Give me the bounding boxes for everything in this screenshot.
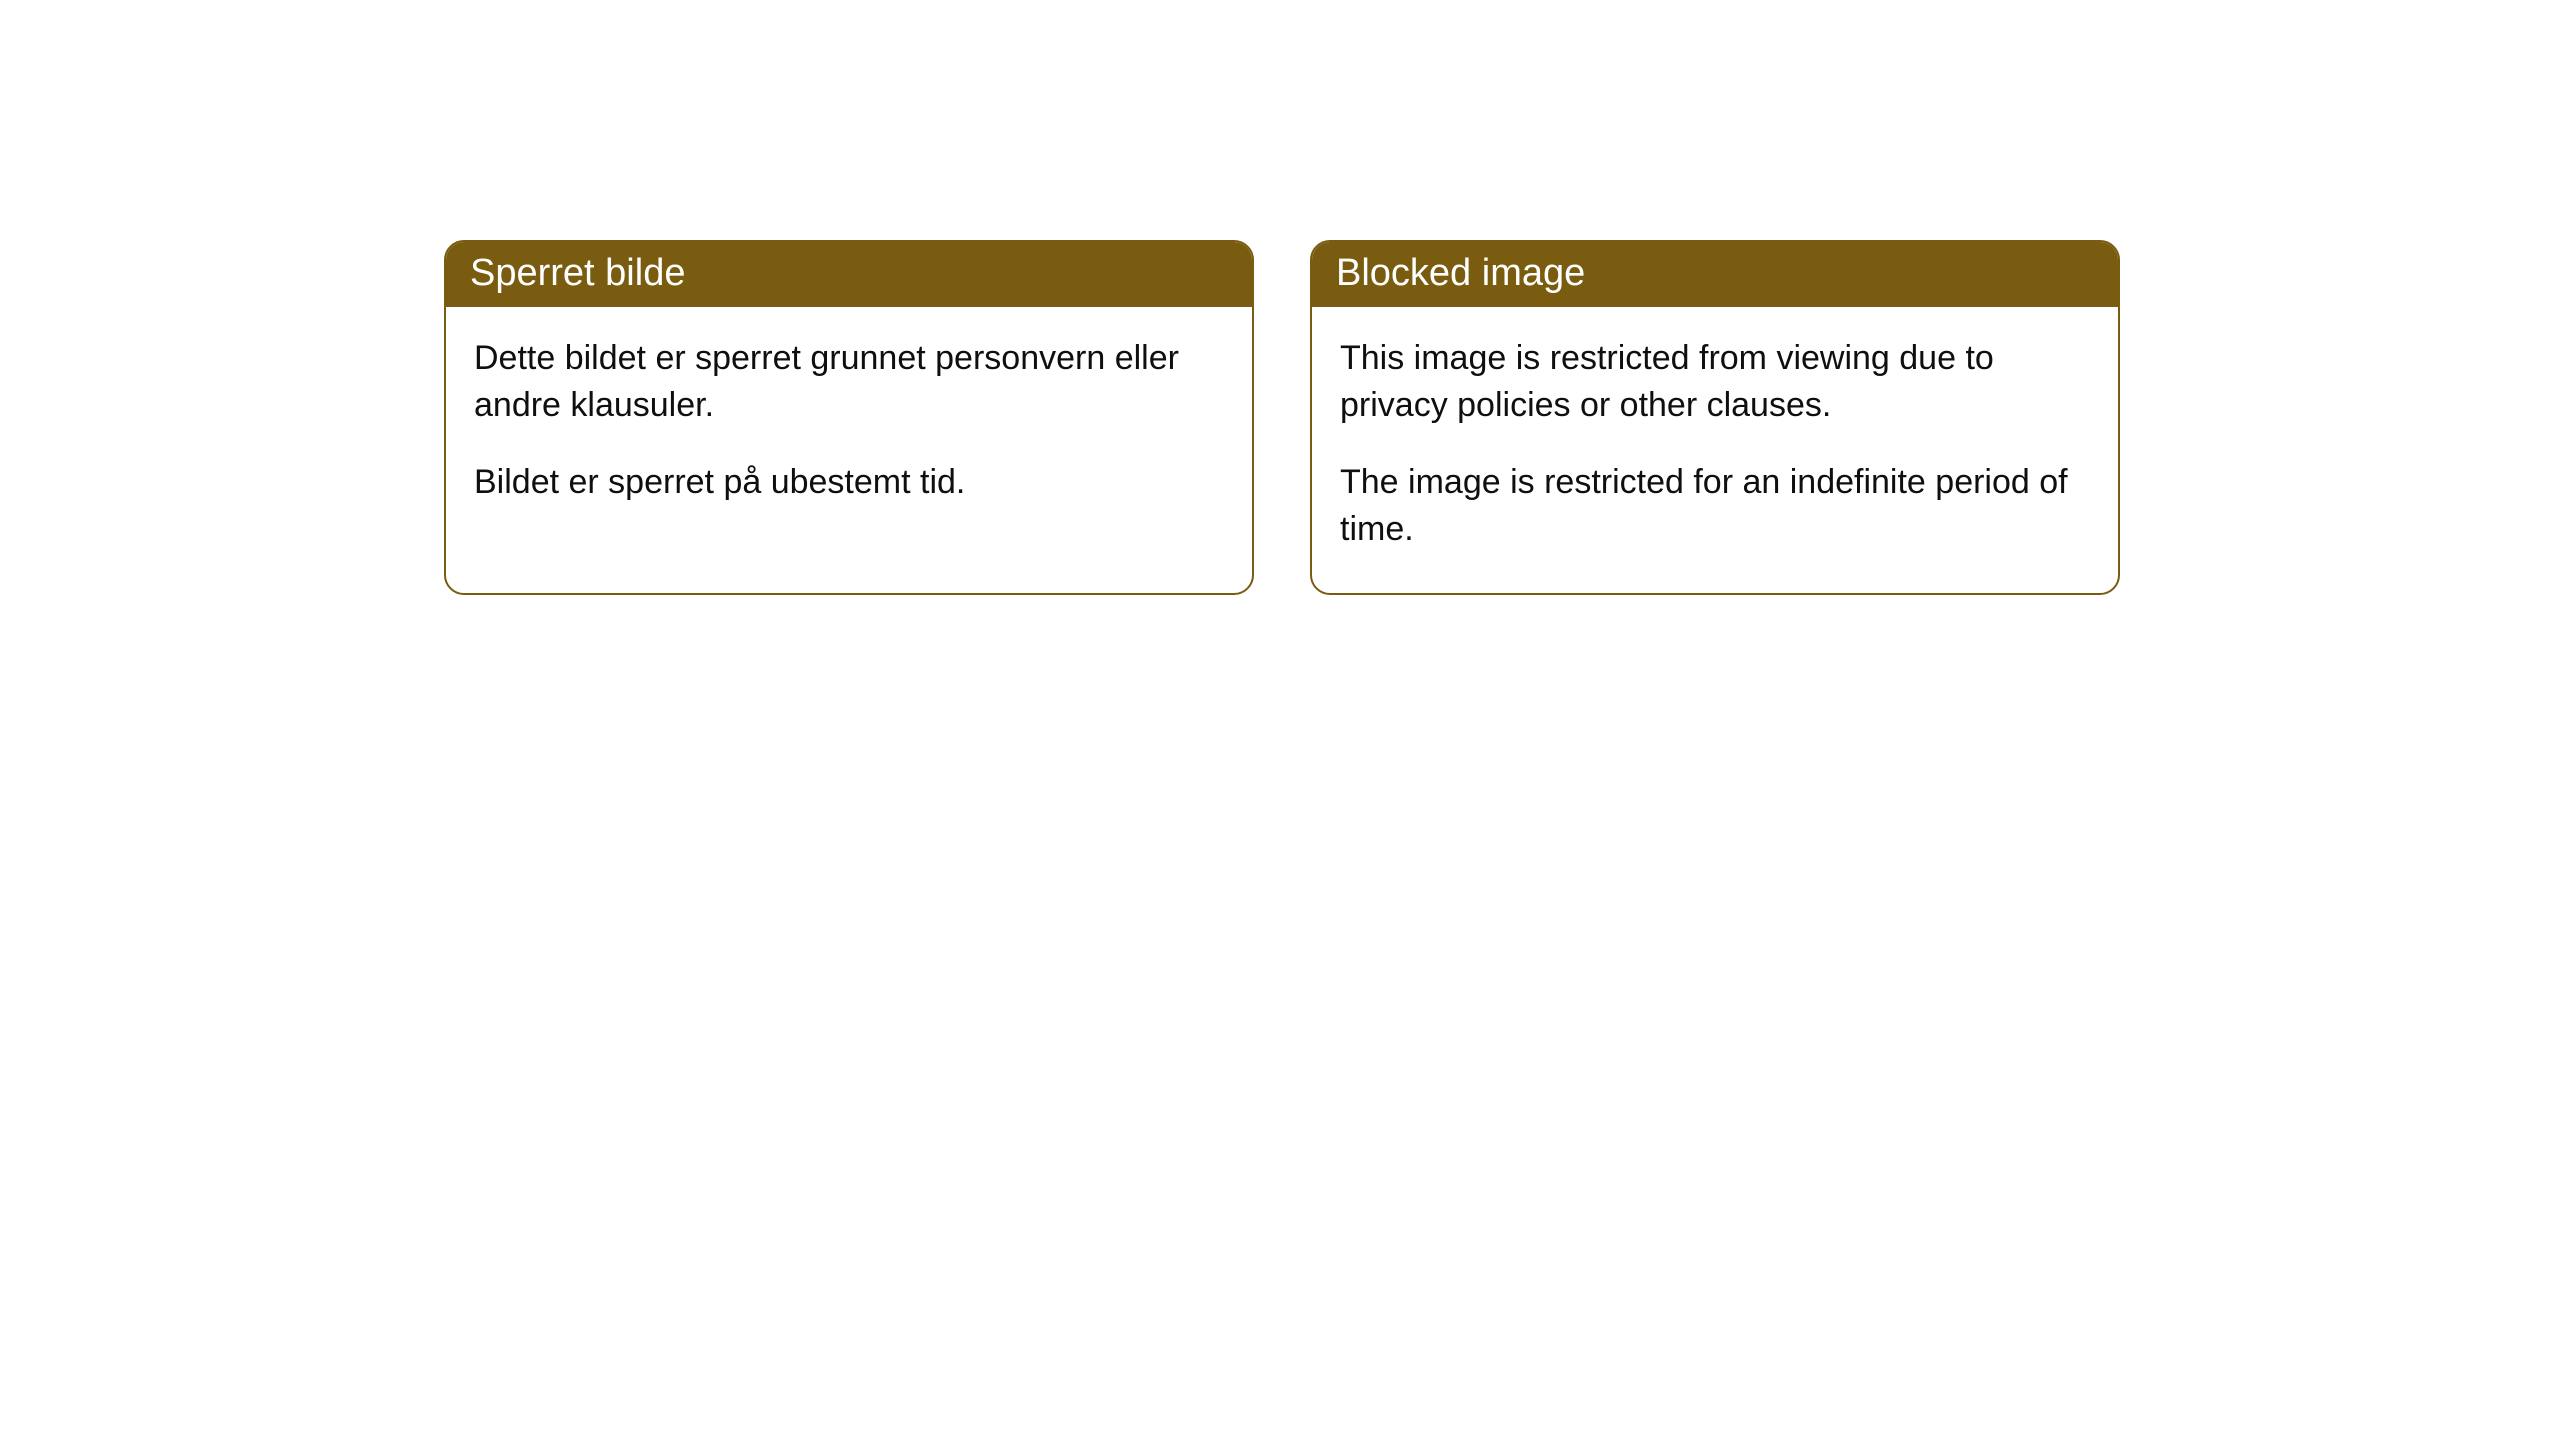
card-body-norwegian: Dette bildet er sperret grunnet personve… (446, 307, 1252, 546)
blocked-image-card-norwegian: Sperret bilde Dette bildet er sperret gr… (444, 240, 1254, 595)
card-header-english: Blocked image (1312, 242, 2118, 307)
card-header-norwegian: Sperret bilde (446, 242, 1252, 307)
card-para-1-english: This image is restricted from viewing du… (1340, 335, 2090, 429)
card-para-2-norwegian: Bildet er sperret på ubestemt tid. (474, 459, 1224, 506)
card-para-2-english: The image is restricted for an indefinit… (1340, 459, 2090, 553)
card-body-english: This image is restricted from viewing du… (1312, 307, 2118, 593)
notice-cards-container: Sperret bilde Dette bildet er sperret gr… (444, 240, 2120, 595)
card-para-1-norwegian: Dette bildet er sperret grunnet personve… (474, 335, 1224, 429)
blocked-image-card-english: Blocked image This image is restricted f… (1310, 240, 2120, 595)
